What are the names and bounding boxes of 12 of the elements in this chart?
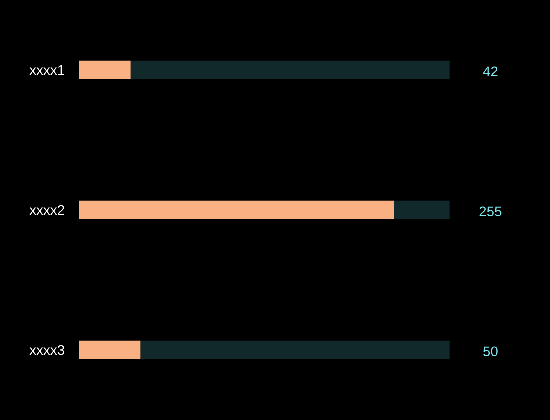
data-label: 255 [480, 206, 502, 217]
data-label: 50 [484, 346, 498, 357]
bar [78, 60, 131, 80]
bar [78, 200, 394, 220]
y-tick-label: xxxx3 [30, 345, 64, 356]
bar [78, 340, 141, 360]
bar [394, 200, 450, 220]
y-tick-label: xxxx1 [30, 65, 64, 76]
bar [130, 60, 450, 80]
data-label: 42 [483, 66, 498, 76]
bar [140, 340, 450, 360]
y-tick-label: xxxx2 [30, 205, 64, 216]
